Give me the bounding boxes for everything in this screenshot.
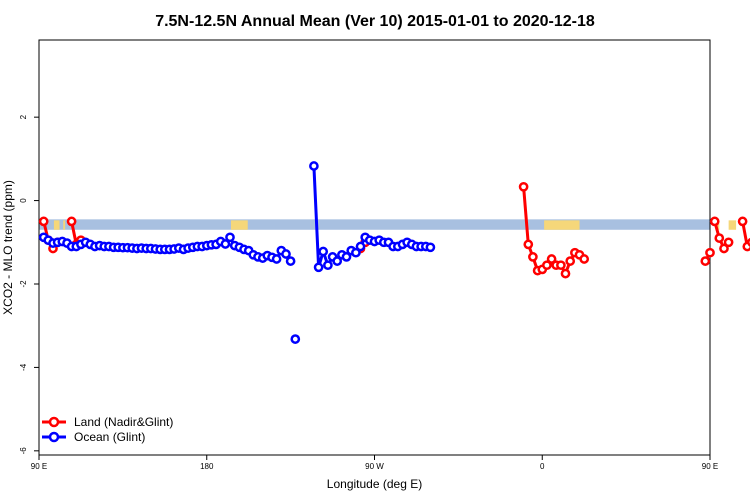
- series-land-point: [38, 216, 49, 227]
- y-axis-label: XCO2 - MLO trend (ppm): [1, 180, 15, 315]
- series-ocean-point: [281, 249, 291, 259]
- series-land-point: [560, 268, 571, 279]
- series-ocean-point: [425, 242, 436, 253]
- series-land-point: [737, 216, 748, 227]
- legend: Land (Nadir&Glint) Ocean (Glint): [42, 415, 173, 444]
- series-ocean-point: [290, 334, 301, 344]
- series-land-point: [719, 243, 729, 254]
- y-tick-label: -2: [19, 280, 28, 288]
- band-ocean: [39, 219, 710, 230]
- x-tick-label: 90 E: [702, 462, 718, 471]
- series-ocean: [38, 161, 436, 344]
- series-ocean-point: [225, 232, 235, 243]
- x-axis: 90 E 180 90 W 0 90 E: [31, 455, 718, 471]
- x-tick-label: 0: [540, 462, 545, 471]
- band-land-patch: [53, 220, 60, 230]
- series-land-point: [709, 216, 720, 227]
- series-ocean-line: [312, 165, 431, 269]
- y-tick-label: -4: [19, 363, 28, 371]
- y-tick-label: 2: [19, 114, 28, 119]
- series-land-point: [66, 216, 77, 227]
- x-axis-label: Longitude (deg E): [327, 477, 422, 491]
- series-ocean-point: [323, 260, 333, 271]
- series-land: [38, 181, 750, 279]
- series-land-point: [723, 237, 734, 248]
- series-land-point: [705, 247, 715, 258]
- series-ocean-point: [355, 241, 366, 252]
- series-land-point: [528, 252, 538, 262]
- series-layer: [38, 161, 750, 344]
- y-tick-label: 0: [19, 198, 28, 203]
- x-tick-label: 180: [200, 462, 214, 471]
- series-land-point: [542, 260, 552, 271]
- legend-land-label: Land (Nadir&Glint): [74, 415, 173, 429]
- series-land-point: [546, 254, 557, 264]
- legend-ocean-label: Ocean (Glint): [74, 430, 145, 444]
- legend-ocean-marker: [48, 431, 60, 443]
- x-tick-label: 90 W: [365, 462, 384, 471]
- series-ocean-point: [313, 262, 324, 273]
- series-land-point: [556, 260, 566, 271]
- chart-title: 7.5N-12.5N Annual Mean (Ver 10) 2015-01-…: [155, 13, 595, 30]
- band-land-patch: [544, 220, 580, 230]
- series-ocean-point: [271, 254, 282, 264]
- series-ocean-point: [309, 161, 319, 171]
- land-mask-band: [39, 219, 737, 230]
- x-tick-label: 90 E: [31, 462, 47, 471]
- series-land-point: [714, 233, 725, 243]
- series-land-point: [579, 254, 590, 264]
- series-land-point: [700, 256, 711, 266]
- series-ocean-point: [285, 256, 296, 266]
- legend-land-marker: [48, 416, 60, 428]
- band-land-patch: [728, 220, 737, 230]
- series-ocean-point: [341, 252, 352, 262]
- series-land-point: [565, 256, 576, 266]
- series-ocean-point: [318, 246, 329, 257]
- series-land-point: [523, 239, 534, 250]
- band-land-patch: [230, 220, 248, 230]
- series-ocean-point: [351, 247, 361, 258]
- band-land-patch: [63, 220, 66, 230]
- series-ocean-point: [332, 256, 343, 266]
- series-ocean-point: [220, 239, 231, 249]
- y-tick-label: -6: [19, 447, 28, 455]
- y-axis: 2 0 -2 -4 -6: [19, 114, 39, 454]
- series-land-point: [518, 181, 529, 192]
